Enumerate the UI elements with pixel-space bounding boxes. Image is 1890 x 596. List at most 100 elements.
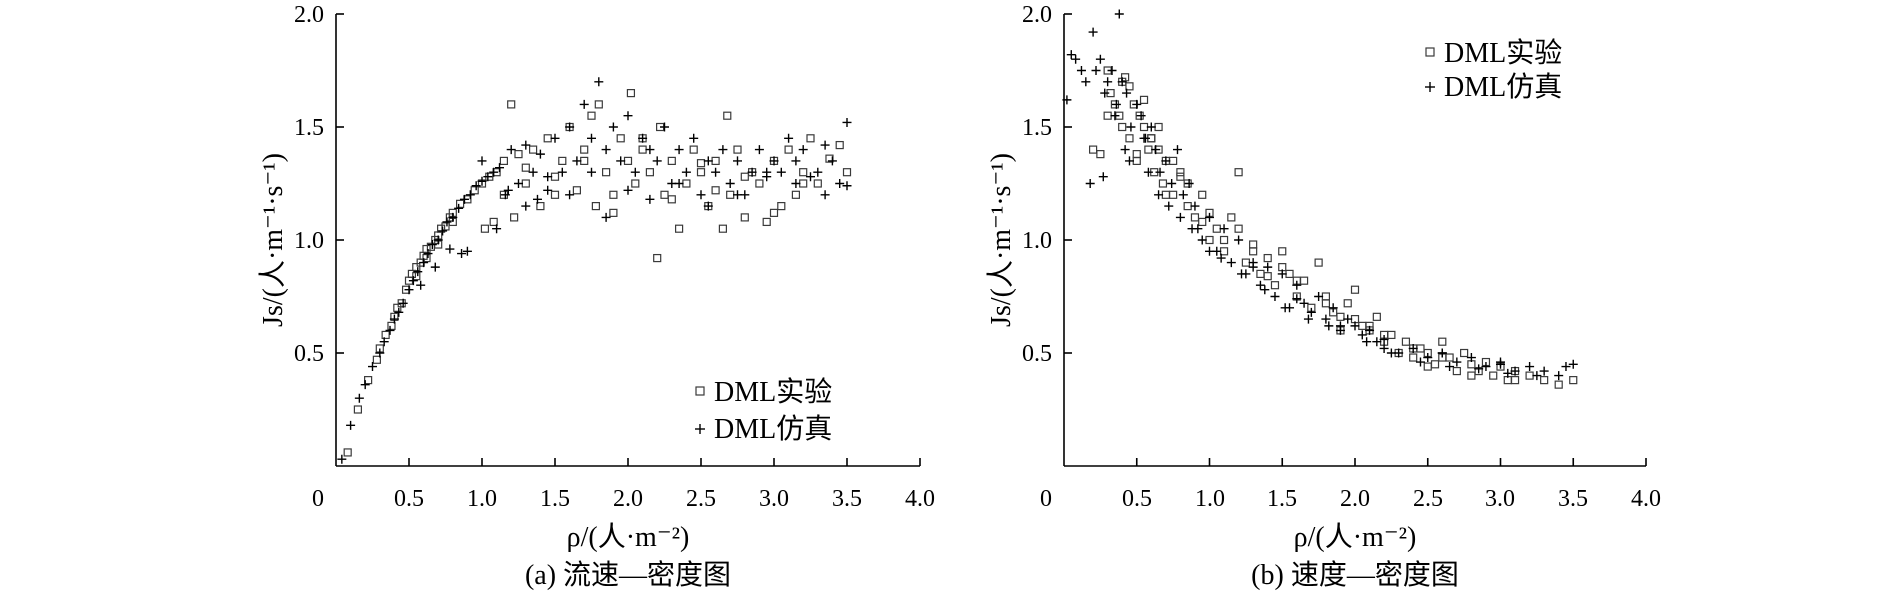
experiment-point [609,190,618,199]
simulation-point [827,156,837,166]
experiment-point [791,190,801,199]
experiment-point [587,111,596,120]
experiment-point [1336,312,1345,321]
y-tick-label: 2.0 [1022,2,1052,28]
experiment-point [696,159,706,168]
simulation-point [368,362,377,372]
simulation-point [587,133,596,143]
y-axis-title: Js/(人·m⁻¹·s⁻¹) [258,153,289,327]
simulation-point [1175,212,1185,222]
simulation-point [1120,145,1130,155]
x-axis-title: ρ/(人·m⁻²) [567,522,690,553]
experiment-point [799,179,808,188]
legend-label: DML仿真 [1444,71,1562,103]
simulation-point [1234,235,1244,245]
x-tick-label: 0.5 [394,486,424,512]
simulation-point [652,156,662,166]
experiment-point [718,224,728,233]
experiment-point [1088,145,1098,154]
experiment-point [1416,344,1425,353]
simulation-point [1184,179,1194,188]
x-tick-label: 1.5 [540,486,570,512]
experiment-point [387,321,396,330]
x-tick-label: 3.0 [759,486,789,512]
simulation-point [394,307,404,317]
simulation-point [820,140,830,150]
experiment-point [1401,337,1411,346]
simulation-point [1474,364,1484,374]
x-tick-label: 2.5 [686,486,716,512]
simulation-point [454,203,464,213]
experiment-point [1132,156,1141,165]
legend: DML实验 DML仿真 [695,376,832,445]
simulation-point [1124,156,1134,166]
simulation-point [1076,66,1086,75]
legend: DML实验 DML仿真 [1425,37,1562,103]
experiment-point [667,195,676,204]
experiment-point [580,145,589,154]
simulation-point [346,420,356,430]
experiment-point [1263,272,1272,281]
simulation-point [1568,359,1578,369]
experiment-point [1118,122,1127,132]
experiment-point [1125,134,1134,143]
scatter-marks [1062,9,1578,389]
simulation-point [660,122,669,132]
experiment-point [1299,276,1309,285]
experiment-point [835,140,844,150]
experiment-point [1103,111,1112,120]
simulation-point [503,185,513,195]
experiment-point [437,224,446,233]
simulation-point [535,149,545,159]
simulation-point [791,179,801,188]
experiment-point [407,269,417,278]
simulation-point [489,167,499,177]
simulation-point [1114,9,1124,19]
experiment-point [1249,240,1258,249]
experiment-point [723,111,732,120]
experiment-point [591,202,600,211]
simulation-point [1155,167,1165,177]
simulation-point [1248,262,1258,272]
simulation-point [1466,353,1476,363]
experiment-point [470,186,479,195]
simulation-point [630,167,640,177]
experiment-point [696,168,706,177]
x-tick-label: 2.0 [613,486,643,512]
experiment-point [489,217,498,227]
experiment-point [1409,353,1418,362]
simulation-point [1167,179,1177,188]
simulation-point [616,156,626,166]
y-tick-label: 2.0 [294,2,324,28]
simulation-point [408,276,418,286]
simulation-point [1481,362,1491,372]
axis-ticks [336,13,921,466]
simulation-point [1260,285,1270,295]
simulation-point [1452,357,1462,367]
simulation-point [703,201,713,211]
experiment-point [682,179,691,188]
simulation-point [1091,66,1101,75]
simulation-point [842,181,852,191]
experiment-point [1423,362,1432,371]
experiment-point [412,263,421,272]
experiment-point [1241,258,1250,267]
experiment-point [1387,330,1396,340]
experiment-point [740,213,749,222]
panel-b: 0 0.5 1.0 1.5 2.0 2.5 3.0 3.5 4.0 0.5 1.… [986,2,1661,591]
simulation-point [483,172,493,182]
simulation-point [1532,371,1542,381]
experiment-point [1139,95,1149,104]
simulation-point [375,348,385,358]
simulation-point [1066,50,1076,60]
experiment-point [1540,376,1549,385]
experiment-point [1445,353,1454,362]
experiment-point [1372,312,1381,321]
simulation-point [1132,99,1142,109]
experiment-point [558,156,567,165]
experiment-point [343,448,352,457]
simulation-point [1328,303,1338,313]
simulation-point [1107,66,1117,75]
x-tick-label: 0.5 [1122,486,1152,512]
experiment-point [711,156,720,165]
